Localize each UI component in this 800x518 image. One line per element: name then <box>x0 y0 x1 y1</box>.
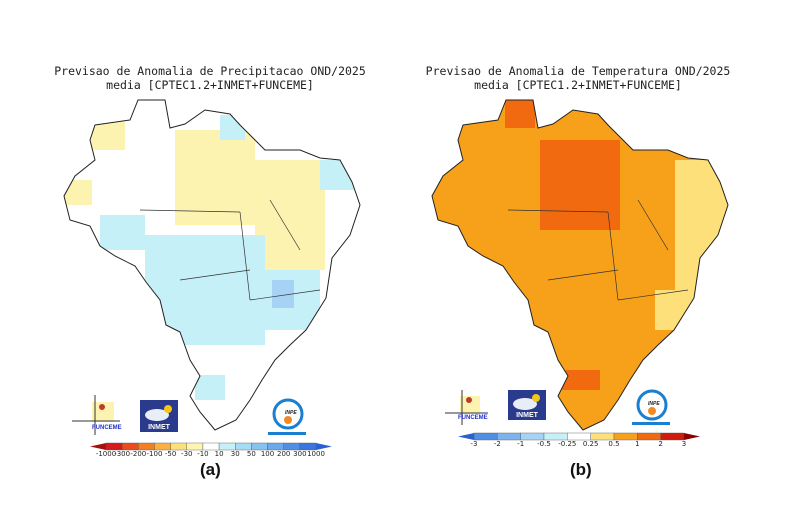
colorbar-tick-label: -30 <box>181 450 192 458</box>
temp-low-patch <box>655 290 695 330</box>
colorbar-tick-label: 30 <box>231 450 240 458</box>
precip-wet-mid-patch <box>272 280 294 308</box>
precip-wet-patch <box>100 215 145 250</box>
inpe-logo: INPE <box>268 398 306 435</box>
temp-map <box>431 99 729 431</box>
colorbar-box <box>473 432 498 441</box>
colorbar-box <box>170 442 187 451</box>
colorbar-tick-label: -10 <box>197 450 208 458</box>
precip-wet-patch <box>220 115 245 140</box>
precip-wet-patch <box>145 235 265 345</box>
colorbar-tick-label: -2 <box>494 440 501 448</box>
colorbar-tick-label: 1 <box>635 440 639 448</box>
colorbar-arrow-left <box>458 433 474 440</box>
colorbar-tick-label: 10 <box>215 450 224 458</box>
temp-title-line1: Previsao de Anomalia de Temperatura OND/… <box>425 64 731 78</box>
inpe-logo-text: INPE <box>285 410 297 416</box>
colorbar-tick-label: 2 <box>658 440 662 448</box>
colorbar-tick-label: -100 <box>147 450 163 458</box>
inmet-logo-text: INMET <box>516 412 539 419</box>
colorbar-box <box>121 442 139 451</box>
colorbar-box <box>235 442 252 451</box>
colorbar-box <box>283 442 301 451</box>
colorbar-tick-label: -1 <box>517 440 524 448</box>
colorbar-box <box>154 442 171 451</box>
colorbar-tick-label: -200 <box>130 450 146 458</box>
colorbar-tick-label: -3 <box>471 440 478 448</box>
colorbar-box <box>637 432 661 441</box>
funceme-logo-b: FUNCEME <box>445 390 488 425</box>
precip-colorbar: -1000-300 -200 -100 -50 -30 -10 10 30 50 100 200 30… <box>90 442 332 458</box>
colorbar-box <box>590 432 615 441</box>
colorbar-box <box>567 432 591 441</box>
colorbar-tick-label: 0.25 <box>583 440 599 448</box>
colorbar-box <box>202 442 220 451</box>
panel-label-a: (a) <box>200 460 221 479</box>
colorbar-box <box>186 442 204 451</box>
colorbar-box <box>267 442 284 451</box>
colorbar-arrow-right <box>684 433 700 440</box>
colorbar-box <box>138 442 155 451</box>
colorbar-arrow-right <box>316 443 332 450</box>
colorbar-tick-label: 200 <box>277 450 290 458</box>
panel-label-b: (b) <box>570 460 592 479</box>
colorbar-box <box>299 442 317 451</box>
colorbar-tick-label: -0.25 <box>558 440 576 448</box>
colorbar-tick-label: 0.5 <box>608 440 619 448</box>
colorbar-tick-label: -1000 <box>96 450 116 458</box>
inmet-logo-text: INMET <box>148 424 171 431</box>
colorbar-tick-label: 100 <box>261 450 274 458</box>
colorbar-tick-label: -50 <box>165 450 176 458</box>
funceme-logo: FUNCEME <box>72 395 122 435</box>
precip-dry-patch <box>175 130 255 225</box>
funceme-logo-text: FUNCEME <box>92 425 122 431</box>
inmet-logo: INMET <box>140 400 178 432</box>
colorbar-box <box>251 442 268 451</box>
colorbar-box <box>105 442 123 451</box>
temp-map-title: Previsao de Anomalia de Temperatura OND/… <box>398 64 758 92</box>
colorbar-box <box>218 442 236 451</box>
precip-map-title: Previsao de Anomalia de Precipitacao OND… <box>30 64 390 92</box>
colorbar-tick-label: 1000 <box>307 450 325 458</box>
temp-colorbar: -3 -2 -1 -0.5 -0.25 0.25 0.5 1 2 3 <box>458 432 700 448</box>
precip-wet-patch <box>195 375 225 400</box>
temp-high-patch <box>505 100 535 128</box>
colorbar-box <box>613 432 638 441</box>
colorbar-tick-label: 50 <box>247 450 256 458</box>
precip-map <box>63 99 361 431</box>
colorbar-box <box>520 432 545 441</box>
inpe-logo-text: INPE <box>648 401 660 407</box>
colorbar-arrow-left <box>90 443 106 450</box>
colorbar-box <box>543 432 568 441</box>
colorbar-tick-label: 300 <box>293 450 306 458</box>
temp-high-patch <box>540 140 620 230</box>
colorbar-tick-label: -300 <box>114 450 130 458</box>
temp-high-patch <box>560 370 600 390</box>
colorbar-tick-label: -0.5 <box>537 440 551 448</box>
inpe-logo-b: INPE <box>632 389 670 425</box>
temp-title-line2: media [CPTEC1.2+INMET+FUNCEME] <box>474 78 682 92</box>
colorbar-box <box>660 432 685 441</box>
precip-title-line2: media [CPTEC1.2+INMET+FUNCEME] <box>106 78 314 92</box>
funceme-logo-text: FUNCEME <box>458 415 488 421</box>
inmet-logo-b: INMET <box>508 390 546 420</box>
precip-dry-patch <box>64 180 92 205</box>
precip-dry-patch <box>255 160 325 270</box>
precip-wet-patch <box>320 160 360 190</box>
colorbar-tick-label: 3 <box>682 440 686 448</box>
colorbar-box <box>497 432 521 441</box>
precip-title-line1: Previsao de Anomalia de Precipitacao OND… <box>54 64 366 78</box>
temp-low-patch <box>675 160 728 290</box>
